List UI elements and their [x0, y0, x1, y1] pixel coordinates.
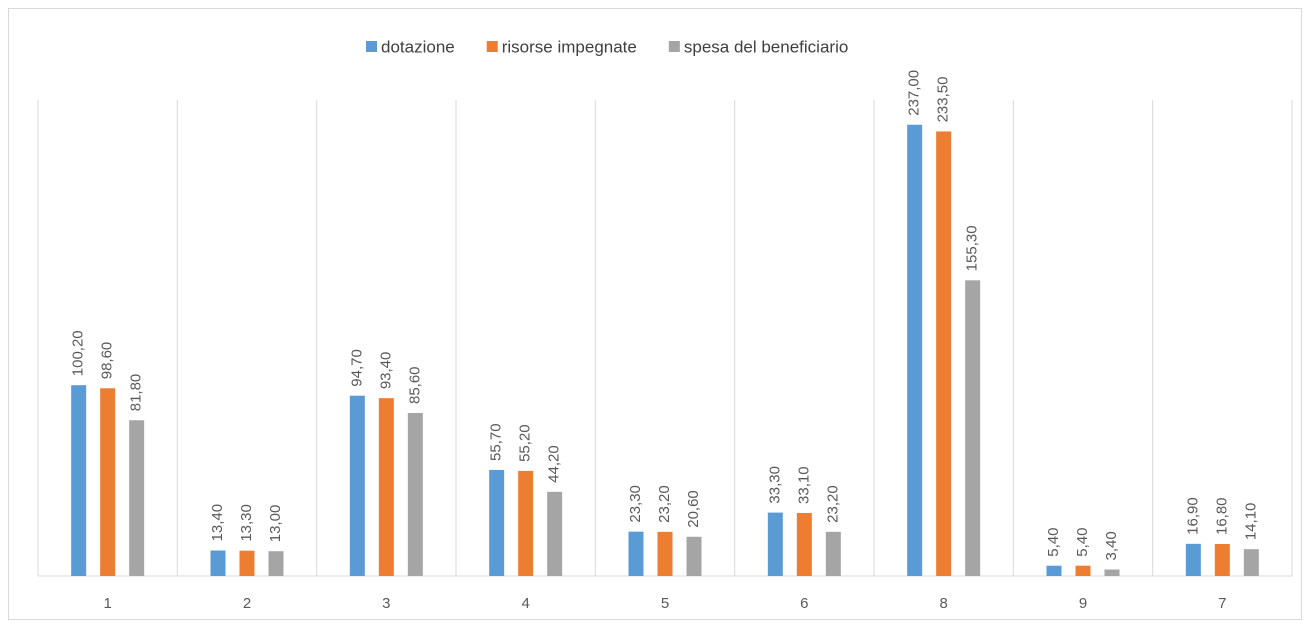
bar	[378, 398, 394, 576]
x-tick-label: 4	[521, 595, 529, 612]
x-tick-label: 7	[1218, 595, 1226, 612]
x-tick-label: 5	[661, 595, 669, 612]
bar	[71, 385, 87, 576]
data-label: 33,10	[795, 466, 812, 504]
data-label: 44,20	[546, 445, 563, 483]
data-label: 55,70	[488, 423, 505, 461]
bar	[100, 388, 116, 576]
legend-swatch	[668, 41, 680, 52]
x-tick-label: 2	[243, 595, 251, 612]
data-label: 100,20	[70, 330, 87, 376]
bar	[349, 395, 365, 576]
data-label: 23,20	[824, 485, 841, 523]
legend-swatch	[366, 41, 377, 52]
x-tick-label: 8	[939, 595, 947, 612]
data-label: 237,00	[906, 70, 923, 116]
data-label: 81,80	[128, 374, 145, 412]
data-label: 3,40	[1103, 531, 1120, 560]
bar	[965, 280, 981, 576]
bar	[1104, 569, 1120, 576]
chart-border	[8, 8, 1302, 620]
bar	[129, 420, 145, 576]
bar	[518, 470, 534, 576]
data-label: 14,10	[1242, 503, 1259, 541]
x-tick-label: 3	[382, 595, 390, 612]
data-label: 13,00	[267, 505, 284, 543]
data-label: 85,60	[406, 366, 423, 404]
data-label: 16,80	[1213, 497, 1230, 535]
bar	[936, 131, 952, 576]
bar	[1243, 549, 1259, 576]
x-tick-label: 9	[1079, 595, 1087, 612]
bar	[657, 531, 673, 576]
data-label: 23,20	[656, 485, 673, 523]
bar	[489, 469, 505, 576]
bar	[686, 536, 702, 576]
data-label: 155,30	[964, 225, 981, 271]
bar	[796, 512, 812, 576]
data-label: 5,40	[1074, 528, 1091, 557]
bar	[268, 551, 284, 576]
data-label: 94,70	[348, 349, 365, 387]
bar	[1046, 565, 1062, 576]
bar	[1075, 565, 1091, 576]
bar	[407, 413, 423, 576]
data-label: 98,60	[99, 342, 116, 380]
data-label: 16,90	[1184, 497, 1201, 535]
data-label: 13,40	[209, 504, 226, 542]
data-label: 13,30	[238, 504, 255, 542]
legend-label: risorse impegnate	[502, 37, 637, 56]
bar	[1185, 543, 1201, 576]
x-tick-label: 1	[103, 595, 111, 612]
x-tick-label: 6	[800, 595, 808, 612]
bar	[767, 512, 783, 576]
bar	[547, 491, 563, 576]
data-label: 5,40	[1045, 528, 1062, 557]
data-label: 93,40	[377, 352, 394, 390]
bar	[210, 550, 226, 576]
data-label: 33,30	[766, 466, 783, 504]
data-label: 233,50	[935, 77, 952, 123]
bar	[907, 124, 923, 576]
bar	[628, 531, 644, 576]
bar	[239, 550, 255, 576]
legend-label: dotazione	[381, 37, 455, 56]
legend-label: spesa del beneficiario	[684, 37, 848, 56]
legend-swatch	[486, 41, 498, 52]
data-label: 55,20	[517, 424, 534, 462]
data-label: 20,60	[685, 490, 702, 528]
data-label: 23,30	[627, 485, 644, 523]
bar	[825, 531, 841, 576]
bar	[1214, 544, 1230, 576]
